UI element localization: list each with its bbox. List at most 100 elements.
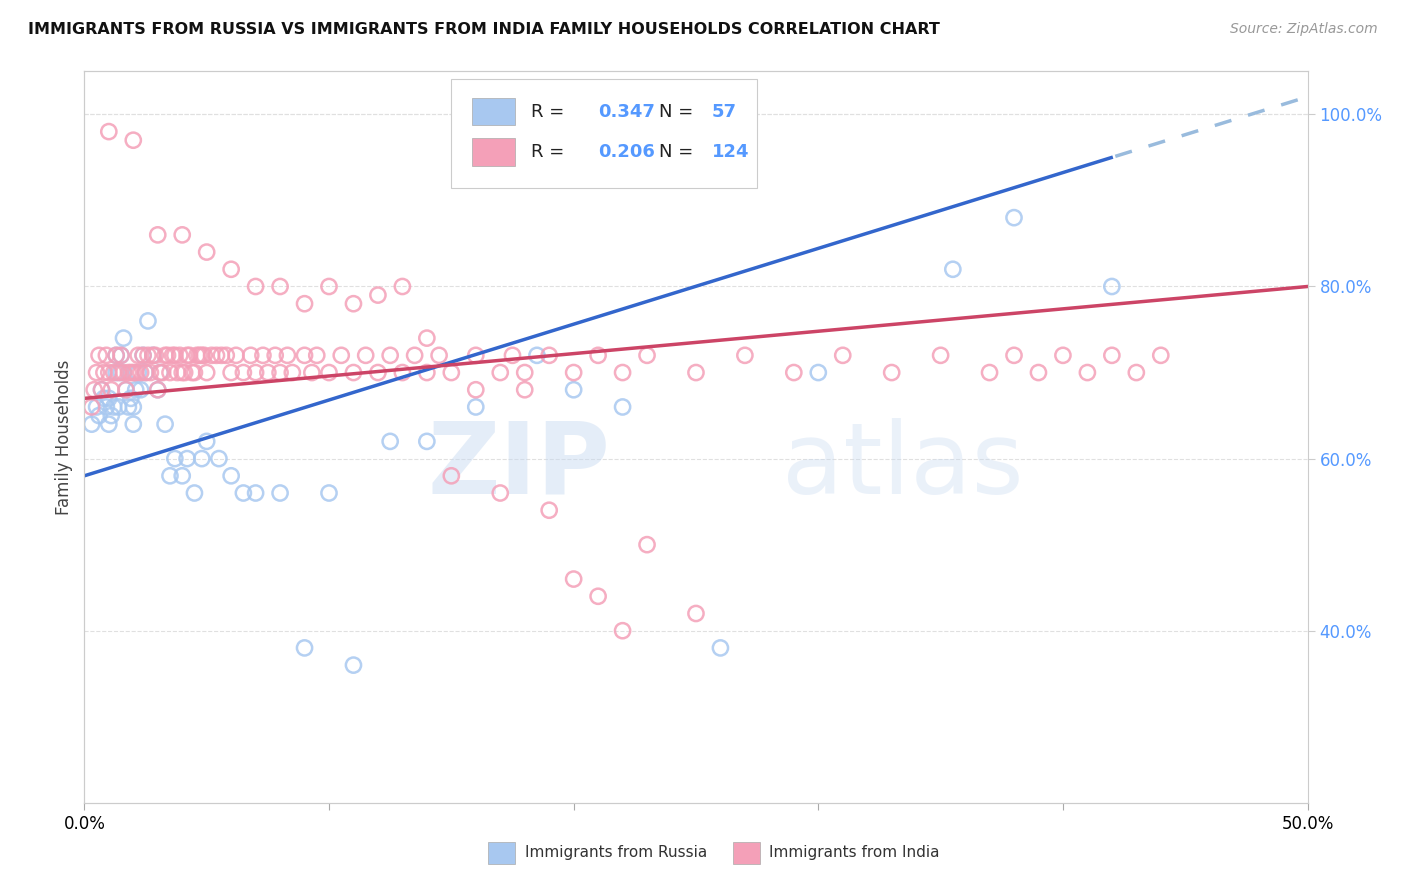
Point [149, 366, 172, 380]
Point [183, 366, 205, 380]
Point [464, 348, 486, 362]
Bar [472, 98, 515, 126]
Point [239, 348, 262, 362]
Point [685, 607, 707, 621]
Point [166, 366, 188, 380]
Point [149, 366, 172, 380]
Text: Source: ZipAtlas.com: Source: ZipAtlas.com [1230, 22, 1378, 37]
Point [122, 133, 145, 147]
Point [269, 279, 291, 293]
Point [979, 366, 1001, 380]
Point [1125, 366, 1147, 380]
Point [489, 486, 512, 500]
Point [179, 348, 201, 362]
Point [107, 366, 129, 380]
Point [117, 366, 139, 380]
Point [146, 227, 169, 242]
Point [152, 366, 174, 380]
Point [156, 348, 179, 362]
Point [191, 451, 214, 466]
Point [87, 348, 110, 362]
Point [612, 366, 634, 380]
Point [612, 624, 634, 638]
Point [86, 400, 108, 414]
Point [269, 486, 291, 500]
Point [489, 366, 512, 380]
Point [464, 383, 486, 397]
Y-axis label: Family Households: Family Households [55, 359, 73, 515]
Point [96, 348, 118, 362]
Point [135, 366, 157, 380]
Point [538, 348, 561, 362]
Point [367, 366, 389, 380]
Point [176, 348, 198, 362]
Point [1028, 366, 1050, 380]
Text: IMMIGRANTS FROM RUSSIA VS IMMIGRANTS FROM INDIA FAMILY HOUSEHOLDS CORRELATION CH: IMMIGRANTS FROM RUSSIA VS IMMIGRANTS FRO… [28, 22, 941, 37]
Point [391, 279, 413, 293]
Point [125, 366, 148, 380]
Point [232, 366, 254, 380]
Point [219, 262, 242, 277]
Point [159, 366, 181, 380]
Point [153, 417, 176, 432]
Point [112, 331, 135, 345]
Point [186, 348, 208, 362]
Point [105, 348, 128, 362]
Point [276, 348, 298, 362]
Point [136, 314, 159, 328]
Point [90, 383, 112, 397]
Point [132, 348, 155, 362]
Point [205, 348, 228, 362]
Point [257, 366, 280, 380]
Point [526, 348, 548, 362]
Point [110, 348, 132, 362]
Point [513, 383, 536, 397]
Point [1002, 211, 1025, 225]
Point [502, 348, 524, 362]
Point [103, 400, 125, 414]
Point [208, 451, 231, 466]
FancyBboxPatch shape [451, 78, 758, 188]
Point [93, 392, 115, 406]
Point [195, 366, 218, 380]
Point [1002, 348, 1025, 362]
Point [129, 366, 152, 380]
Point [132, 348, 155, 362]
Point [245, 366, 267, 380]
Point [342, 296, 364, 310]
Point [562, 383, 585, 397]
Point [562, 366, 585, 380]
Point [330, 348, 353, 362]
Point [1101, 348, 1123, 362]
Point [1076, 366, 1098, 380]
Point [269, 366, 291, 380]
Point [783, 366, 806, 380]
Point [636, 538, 658, 552]
Point [122, 400, 145, 414]
Point [97, 392, 120, 406]
Point [245, 279, 267, 293]
Point [83, 383, 105, 397]
Point [169, 348, 191, 362]
Point [136, 348, 159, 362]
Point [120, 366, 142, 380]
Bar [472, 138, 515, 166]
Point [146, 383, 169, 397]
Point [163, 348, 186, 362]
Point [219, 366, 242, 380]
Point [209, 348, 232, 362]
Point [318, 279, 340, 293]
Text: R =: R = [531, 103, 569, 120]
Text: 0.206: 0.206 [598, 143, 655, 161]
Point [200, 348, 222, 362]
Point [110, 366, 132, 380]
Bar [488, 841, 515, 863]
Point [97, 366, 120, 380]
Point [120, 392, 142, 406]
Point [391, 366, 413, 380]
Point [232, 486, 254, 500]
Point [122, 417, 145, 432]
Point [80, 400, 103, 414]
Point [416, 434, 439, 449]
Point [135, 366, 157, 380]
